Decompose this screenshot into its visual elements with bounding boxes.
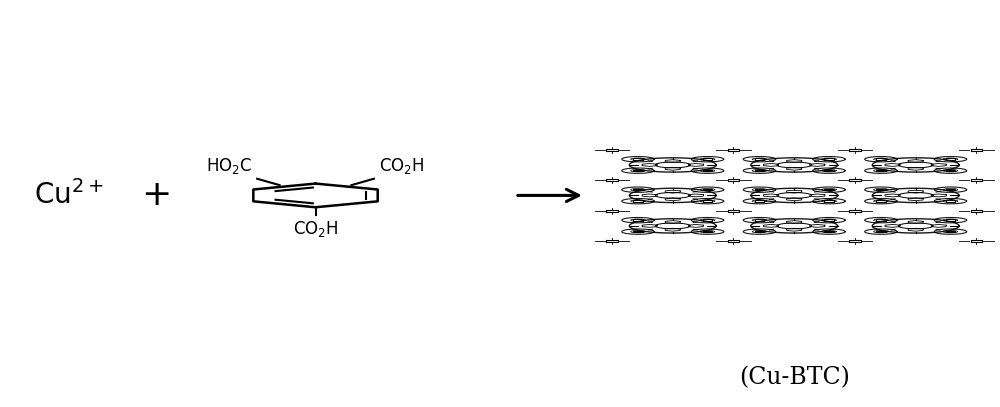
Text: (Cu-BTC): (Cu-BTC) — [739, 366, 850, 389]
Text: $\mathrm{CO_2H}$: $\mathrm{CO_2H}$ — [379, 155, 424, 175]
Text: +: + — [141, 178, 171, 212]
Text: $\mathregular{Cu^{2+}}$: $\mathregular{Cu^{2+}}$ — [34, 180, 104, 210]
Text: $\mathrm{HO_2C}$: $\mathrm{HO_2C}$ — [206, 155, 252, 175]
Text: $\mathrm{CO_2H}$: $\mathrm{CO_2H}$ — [293, 219, 338, 239]
